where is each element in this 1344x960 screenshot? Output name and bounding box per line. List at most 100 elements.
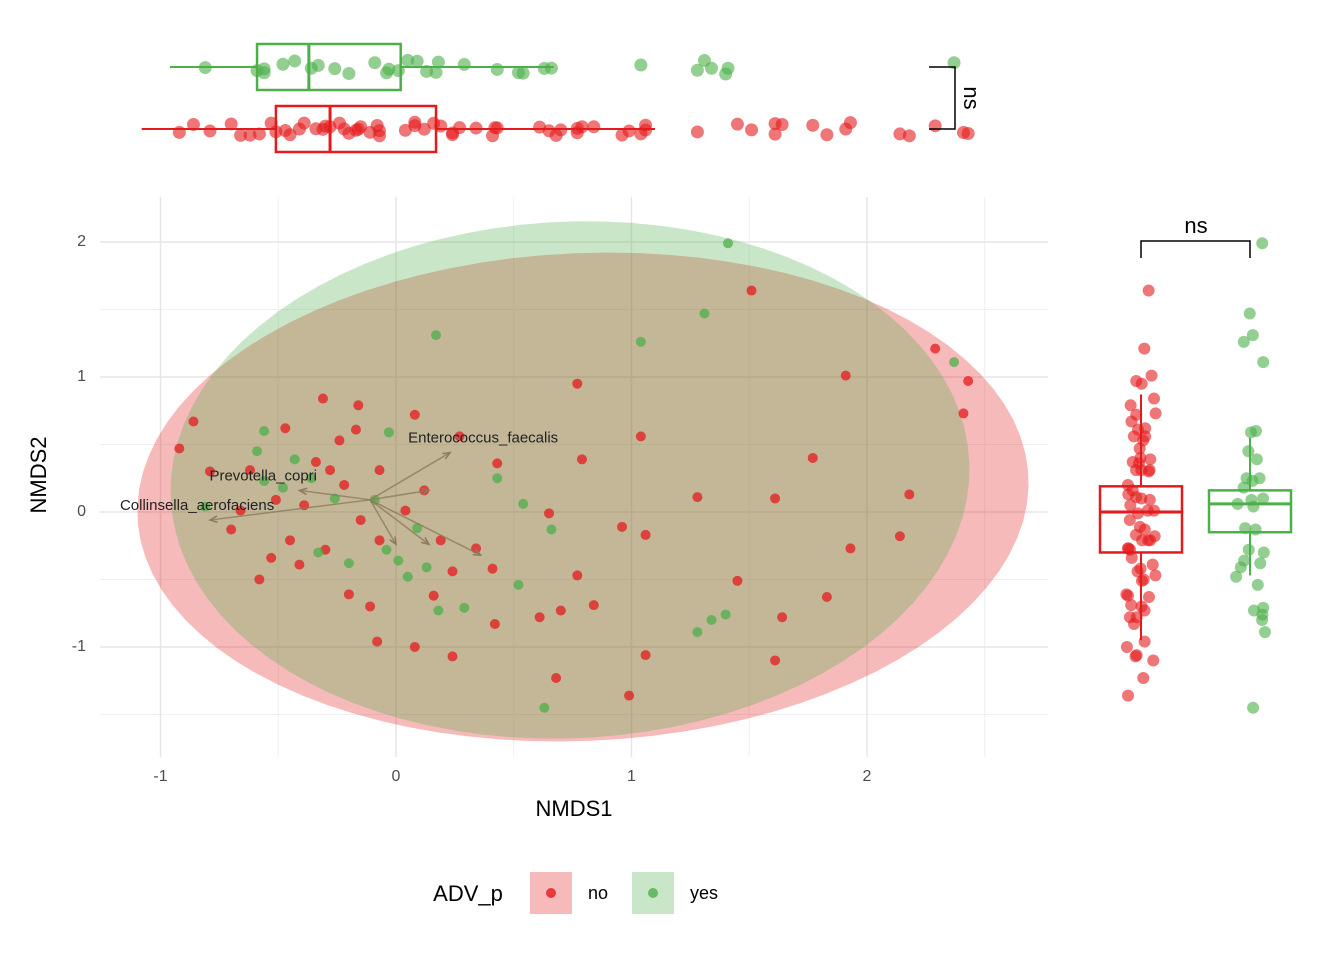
point (454, 431, 465, 442)
marginal-point (1230, 570, 1243, 583)
marginal-point (719, 67, 733, 81)
point (518, 498, 529, 509)
marginal-point (634, 58, 648, 72)
marginal-point (486, 129, 500, 143)
marginal-point (373, 129, 387, 143)
point (235, 505, 246, 516)
marginal-point (410, 54, 424, 68)
point (489, 619, 500, 630)
marginal-point (622, 124, 636, 138)
loading-arrow (369, 489, 430, 501)
marginal-point (1120, 640, 1133, 653)
marginal-point (417, 122, 431, 136)
marginal-point (1257, 546, 1270, 559)
point (285, 535, 296, 546)
point (770, 493, 781, 504)
point (365, 601, 376, 612)
marginal-point (297, 116, 311, 130)
marginal-point (511, 66, 525, 80)
significance-label: ns (1184, 213, 1207, 238)
point (355, 515, 366, 526)
marginal-point (1250, 453, 1263, 466)
point (381, 544, 392, 555)
marginal-point (1257, 356, 1270, 369)
point (325, 465, 336, 476)
marginal-point (243, 128, 257, 142)
legend-label: no (588, 883, 608, 903)
marginal-point (1142, 284, 1155, 297)
x-tick-label: 2 (862, 768, 871, 785)
marginal-point (1125, 599, 1138, 612)
marginal-point (398, 123, 412, 137)
marginal-point (186, 118, 200, 132)
point (572, 378, 583, 389)
marginal-point (224, 117, 238, 131)
arrow-head (442, 451, 452, 460)
point (383, 427, 394, 438)
marginal-point (257, 62, 271, 76)
marginal-point (1254, 557, 1267, 570)
point (259, 475, 270, 486)
point (313, 547, 324, 558)
point (539, 702, 550, 713)
point (577, 454, 588, 465)
point (534, 612, 545, 623)
marginal-point (1137, 434, 1150, 447)
significance-bracket (1140, 240, 1251, 258)
marginal-point (234, 128, 248, 142)
box (255, 42, 402, 92)
point (513, 579, 524, 590)
marginal-point (288, 54, 302, 68)
point (353, 400, 364, 411)
loading-arrow (369, 499, 482, 556)
marginal-point (1129, 650, 1142, 663)
point (317, 393, 328, 404)
arrow-label: Collinsella_aerofaciens (120, 497, 274, 514)
loading-arrow (299, 489, 371, 501)
point (963, 376, 974, 387)
arrow-head (421, 537, 431, 546)
marginal-point (1249, 523, 1262, 536)
point (431, 330, 442, 341)
arrow-label: Prevotella_copri (209, 467, 317, 484)
point (821, 592, 832, 603)
legend-marker (648, 888, 658, 898)
marginal-point (768, 117, 782, 131)
y-tick-label: 2 (77, 233, 86, 250)
marginal-point (420, 64, 434, 78)
point (421, 562, 432, 573)
point (635, 336, 646, 347)
point (334, 435, 345, 446)
point (409, 641, 420, 652)
point (746, 285, 757, 296)
point (428, 590, 439, 601)
y-tick-label: -1 (72, 638, 86, 655)
point (259, 425, 270, 436)
point (471, 543, 482, 554)
point (447, 566, 458, 577)
marginal-point (283, 128, 297, 142)
point (720, 609, 731, 620)
marginal-point (768, 127, 782, 141)
point (949, 357, 960, 368)
box (1098, 485, 1184, 554)
marginal-point (1237, 481, 1250, 494)
marginal-point (431, 55, 445, 69)
marginal-point (1138, 523, 1151, 536)
marginal-point (947, 56, 961, 70)
marginal-point (332, 116, 346, 130)
marginal-point (203, 124, 217, 138)
point (459, 602, 470, 613)
marginal-point (172, 125, 186, 139)
marginal-point (1258, 626, 1271, 639)
x-tick-label: 1 (627, 768, 636, 785)
point (289, 454, 300, 465)
marginal-point (843, 116, 857, 130)
marginal-point (533, 120, 547, 134)
marginal-point (1147, 654, 1160, 667)
marginal-point (1130, 375, 1143, 388)
point (692, 627, 703, 638)
marginal-point (1142, 591, 1155, 604)
marginal-point (1251, 578, 1264, 591)
